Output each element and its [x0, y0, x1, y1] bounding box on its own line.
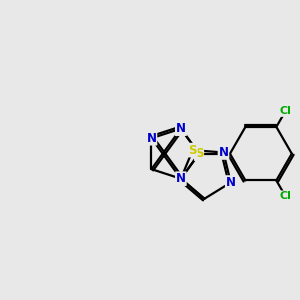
Text: N: N — [226, 176, 236, 189]
Text: Cl: Cl — [280, 106, 291, 116]
Text: Cl: Cl — [280, 191, 291, 201]
Text: N: N — [176, 172, 186, 185]
Text: S: S — [188, 144, 197, 157]
Text: N: N — [146, 132, 157, 145]
Text: N: N — [218, 146, 229, 159]
Text: N: N — [176, 122, 186, 135]
Text: S: S — [195, 147, 203, 160]
Text: N: N — [176, 122, 186, 135]
